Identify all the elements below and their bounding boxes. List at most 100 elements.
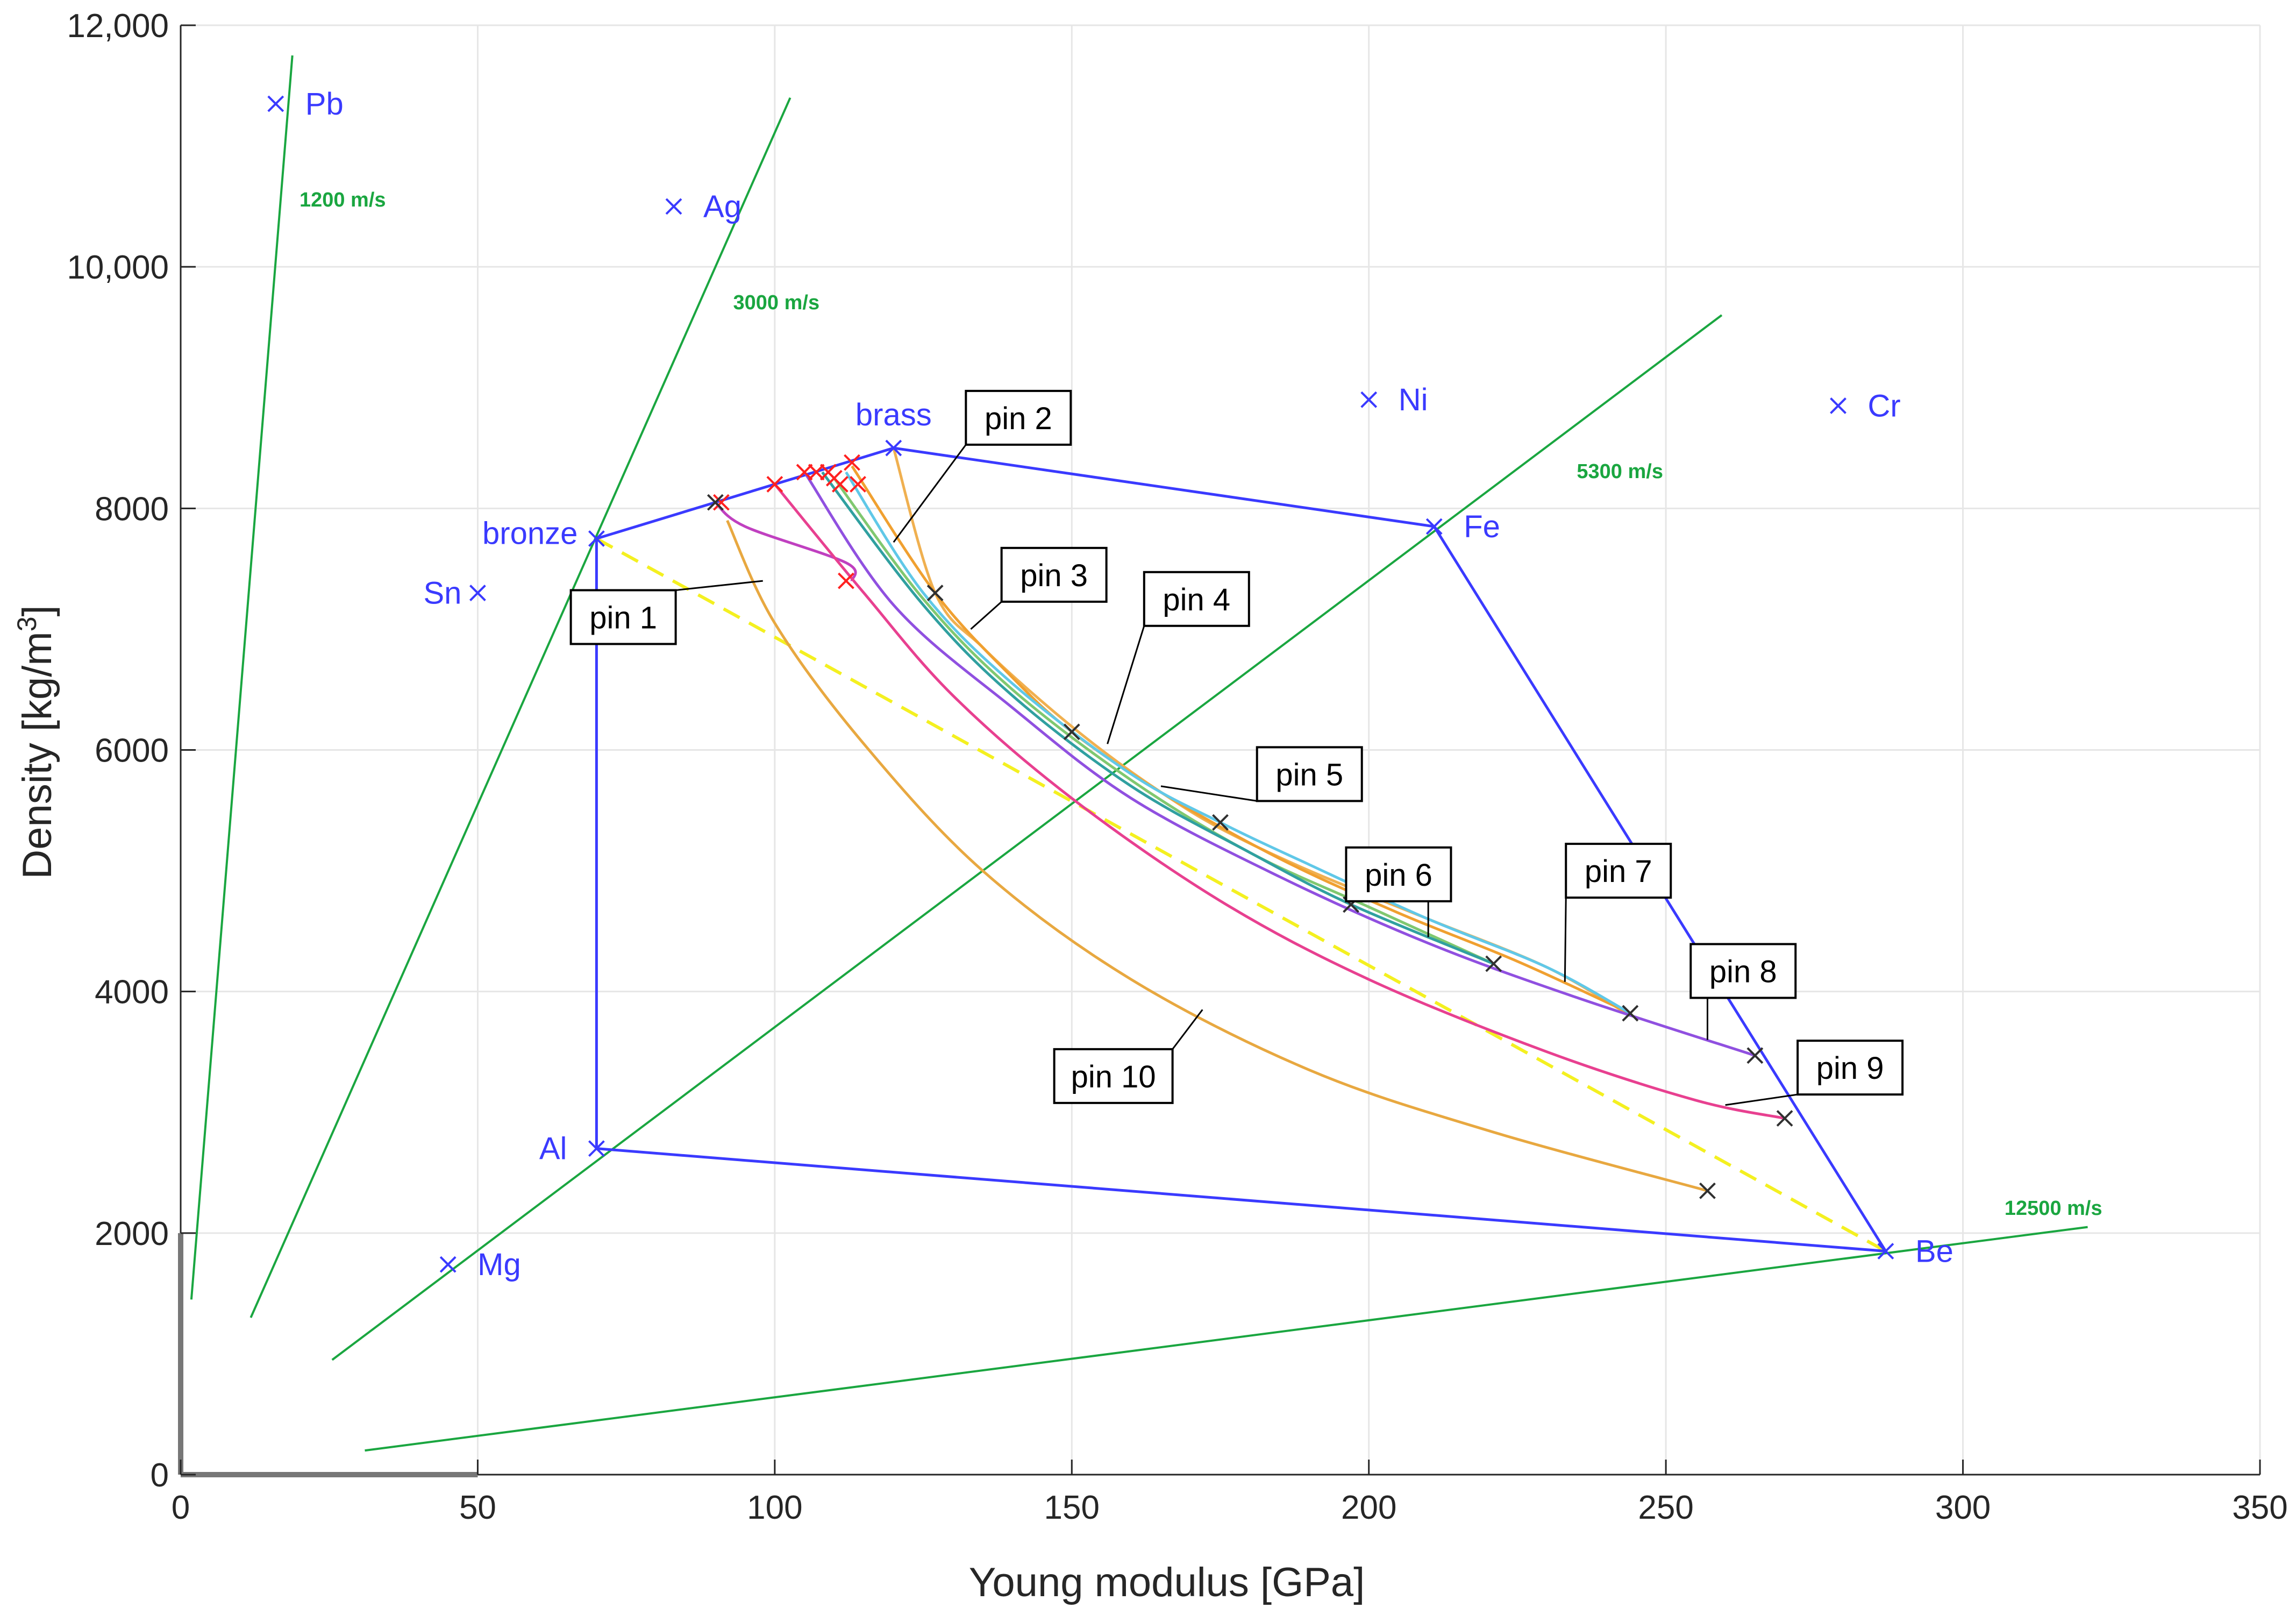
material-marker [1830,397,1846,414]
material-marker [588,530,605,547]
pin-label: pin 7 [1585,854,1652,889]
pin-label: pin 4 [1163,582,1230,617]
red-cross-marker [825,469,843,487]
x-tick-label: 150 [1044,1489,1100,1526]
material-marker [439,1256,457,1273]
pin-label: pin 3 [1020,558,1088,593]
annotation-layer: 1200 m/s 3000 m/s 5300 m/s 12500 m/s Pb Ag Ni C… [300,87,2102,1282]
x-tick-label: 300 [1935,1489,1991,1526]
sound-speed-label: 12500 m/s [2005,1197,2102,1220]
y-tick-label: 10,000 [67,249,169,286]
red-cross-marker [850,476,866,493]
dashed-line [595,537,1887,1253]
material-marker [1877,1243,1894,1260]
material-marker [665,198,682,215]
pin-leader-line [675,580,763,591]
pin-curve [845,471,1631,1015]
material-label: bronze [482,516,577,551]
black-cross-marker [1699,1182,1716,1199]
pin-leader-line [1172,1009,1203,1050]
red-cross-marker [844,454,860,471]
pin-label: pin 1 [589,600,657,635]
black-cross-marker [1776,1110,1793,1127]
pin-label: pin 10 [1071,1059,1156,1094]
pin-label-box [1689,943,1797,999]
y-tick-label: 6000 [95,732,169,770]
pin-curve [892,447,1631,1017]
pin-curve [833,477,1494,965]
sound-speed-label: 3000 m/s [733,291,820,314]
pin-label-box [1000,546,1108,603]
material-label: Al [539,1132,567,1166]
red-cross-marker [838,572,854,589]
material-label: Fe [1464,509,1500,544]
pin-curve [726,520,1708,1192]
material-marker [1360,391,1378,408]
pin-leader-line [1107,625,1145,744]
black-cross-marker [1063,723,1080,741]
material-label: brass [855,397,932,432]
black-cross-marker [1622,1005,1639,1022]
material-label: Pb [305,87,344,122]
pin-label: pin 5 [1275,757,1343,792]
pin-label: pin 8 [1709,954,1777,989]
pin-label-box [1053,1048,1174,1104]
material-marker [588,1140,605,1157]
red-cross-marker [796,464,813,481]
red-cross-marker [713,494,730,511]
x-axis-label: Young modulus [GPa] [969,1560,1365,1605]
sound-speed-line [190,55,294,1300]
material-marker [885,439,902,457]
material-label: Mg [477,1247,521,1282]
black-cross-marker [1746,1047,1764,1064]
pin-curve [714,501,857,581]
pin-leader-line [1564,898,1567,982]
x-tick-label: 0 [172,1489,190,1526]
pin-leader-line [1160,785,1257,802]
material-label: Ag [703,189,741,224]
material-marker [267,95,284,112]
pin-label-box [1345,846,1452,902]
pin-label: pin 6 [1365,858,1432,893]
pin-label-box [1565,843,1672,899]
pin-label-box [1796,1040,1904,1096]
y-tick-label: 4000 [95,974,169,1011]
sound-speed-line [365,1226,2088,1452]
material-label: Be [1915,1234,1953,1269]
markers-layer [267,95,1894,1273]
sound-speed-line [331,314,1723,1361]
sound-speed-label: 1200 m/s [300,189,386,211]
material-hull [595,446,1888,1253]
x-tick-label: 350 [2232,1489,2287,1526]
x-tick-label: 200 [1341,1489,1396,1526]
y-axis-label: Density [kg/m3] [12,605,60,879]
x-tick-label: 100 [747,1489,802,1526]
sound-speed-line [249,97,792,1318]
material-marker [469,585,486,601]
pin-curve [851,465,1631,1015]
material-label: Ni [1399,382,1428,417]
y-tick-label: 2000 [95,1215,169,1253]
pin-leader-line [970,601,1002,630]
black-cross-marker [707,494,724,511]
red-cross-marker [766,476,783,493]
y-tick-label: 12,000 [67,8,169,45]
sound-speed-label: 5300 m/s [1577,460,1663,483]
black-cross-marker [1212,814,1229,831]
pin-label-box [1143,571,1250,627]
series-layer [190,55,2088,1452]
black-cross-marker [926,585,944,601]
x-tick-label: 250 [1638,1489,1693,1526]
grid [180,24,2261,1476]
x-tick-label: 50 [459,1489,496,1526]
y-tick-label: 0 [151,1457,169,1494]
red-cross-marker [808,464,825,481]
pin-label: pin 9 [1816,1051,1884,1086]
pin-leader-line [893,444,967,543]
pin-curve [803,471,1756,1057]
pin-label-box [569,589,677,645]
pin-label: pin 2 [985,401,1052,436]
material-marker [1425,518,1443,535]
pin-curve [773,483,1785,1120]
